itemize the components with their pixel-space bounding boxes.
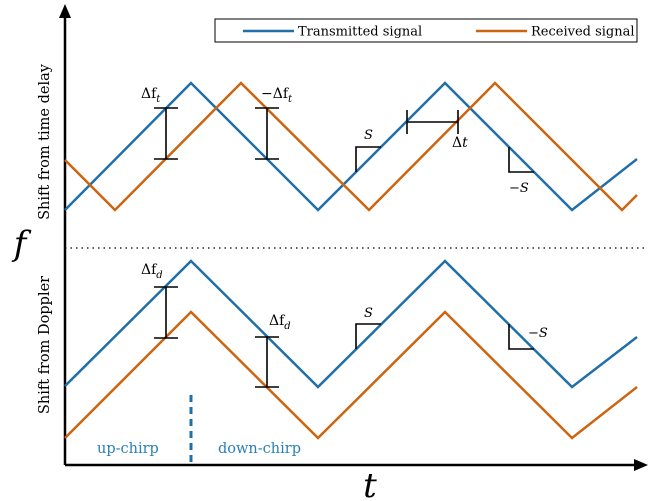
down-chirp-label: down-chirp xyxy=(218,441,301,457)
bottom-panel-ylabel: Shift from Doppler xyxy=(37,276,53,414)
legend-received-label: Received signal xyxy=(531,25,635,40)
x-axis-symbol: t xyxy=(363,466,377,501)
axes xyxy=(63,14,640,467)
up-chirp-label: up-chirp xyxy=(97,441,159,457)
bottom-delta-fd-bracket xyxy=(154,286,178,339)
bottom-delta-fd-label: Δfd xyxy=(141,262,163,281)
legend: Transmitted signal Received signal xyxy=(214,18,638,43)
top-neg-delta-ft-bracket xyxy=(255,107,279,160)
y-axis-arrowhead xyxy=(59,4,71,18)
top-slope-down-label: −S xyxy=(509,181,529,196)
top-slope-down-triangle xyxy=(508,147,534,173)
top-slope-up-triangle xyxy=(355,146,381,172)
y-axis-symbol: f xyxy=(11,224,32,264)
bottom-slope-up-label: S xyxy=(364,306,373,321)
bottom-delta-fd-bracket-2 xyxy=(255,336,279,388)
bottom-transmitted-signal xyxy=(64,259,638,389)
bottom-slope-up-triangle xyxy=(355,323,381,349)
top-slope-up-label: S xyxy=(364,128,373,143)
bottom-received-signal xyxy=(64,310,638,440)
x-axis-arrowhead xyxy=(634,459,648,471)
top-delta-ft-bracket xyxy=(154,107,178,160)
bottom-slope-down-label: −S xyxy=(528,326,548,341)
top-delta-t-bracket xyxy=(406,110,459,134)
top-panel-ylabel: Shift from time delay xyxy=(37,63,53,220)
bottom-delta-fd-label-2: Δfd xyxy=(269,313,291,332)
top-transmitted-signal xyxy=(64,81,638,212)
bottom-slope-down-triangle xyxy=(508,324,534,350)
top-delta-t-label: Δt xyxy=(452,135,468,151)
top-delta-ft-label: Δft xyxy=(141,86,161,105)
legend-box xyxy=(214,18,638,43)
top-received-signal xyxy=(64,81,638,212)
top-neg-delta-ft-label: −Δft xyxy=(261,86,293,105)
legend-transmitted-label: Transmitted signal xyxy=(298,25,422,40)
